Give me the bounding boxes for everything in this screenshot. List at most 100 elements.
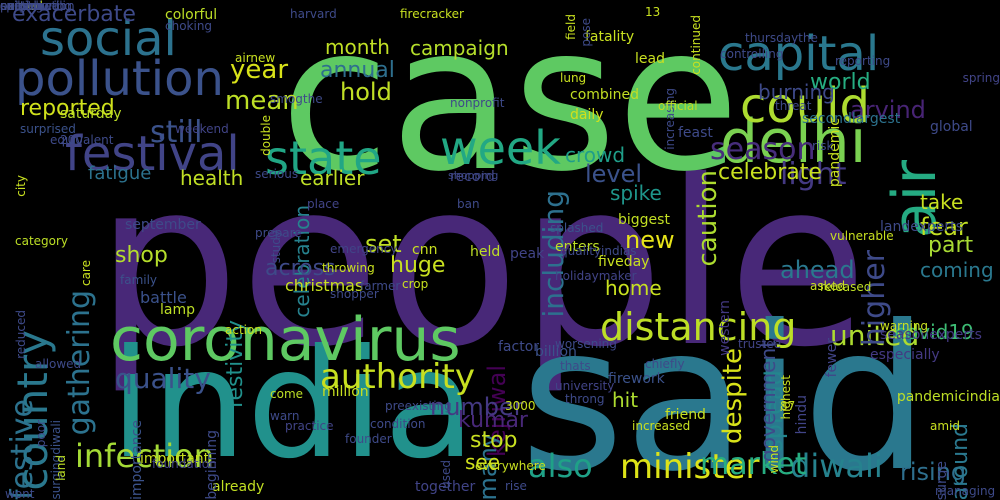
cloud-word: importance bbox=[129, 420, 145, 500]
cloud-word: practice bbox=[285, 419, 334, 433]
cloud-word: factor bbox=[498, 339, 540, 355]
cloud-word: family bbox=[120, 273, 158, 287]
cloud-word: wont bbox=[5, 487, 35, 500]
cloud-word: spring bbox=[962, 71, 1000, 85]
cloud-word: new bbox=[625, 226, 675, 254]
cloud-word: 87 bbox=[780, 399, 796, 413]
cloud-word: coronavirus bbox=[110, 305, 461, 375]
cloud-word: september bbox=[125, 217, 201, 233]
cloud-word: state bbox=[265, 131, 382, 185]
cloud-word: level bbox=[585, 160, 643, 188]
cloud-word: hit bbox=[612, 388, 639, 412]
cloud-word: hindu bbox=[794, 395, 810, 435]
cloud-word: government bbox=[756, 340, 780, 462]
cloud-word: fiveday bbox=[598, 254, 650, 270]
cloud-word: feast bbox=[678, 125, 713, 141]
cloud-word: managing bbox=[935, 484, 996, 498]
cloud-word: 13 bbox=[645, 5, 661, 19]
cloud-word: pollution bbox=[15, 51, 224, 107]
cloud-word: world bbox=[810, 70, 871, 95]
cloud-word: record bbox=[450, 169, 495, 185]
cloud-word: come bbox=[270, 387, 304, 401]
cloud-word: examined bbox=[0, 0, 60, 13]
cloud-word: city bbox=[14, 175, 28, 197]
cloud-word: amid bbox=[930, 419, 960, 433]
cloud-word: poor bbox=[34, 420, 48, 448]
cloud-word: 200 bbox=[60, 133, 83, 147]
cloud-word: light bbox=[780, 157, 847, 192]
cloud-word: week bbox=[440, 121, 561, 175]
cloud-word: delhi bbox=[720, 107, 867, 177]
cloud-word: ban bbox=[457, 197, 480, 211]
cloud-word: pandemicindia bbox=[896, 389, 1000, 405]
cloud-word: friend bbox=[665, 407, 706, 423]
cloud-word: action bbox=[225, 323, 262, 337]
cloud-word: choking bbox=[165, 19, 213, 33]
cloud-word: shop bbox=[115, 243, 168, 268]
cloud-word: festive bbox=[5, 399, 40, 500]
cloud-word: arvind bbox=[850, 96, 926, 124]
cloud-word: biggest bbox=[618, 212, 670, 228]
cloud-word: trustee bbox=[738, 337, 781, 351]
cloud-word: diwali bbox=[790, 447, 883, 485]
cloud-word: held bbox=[470, 244, 501, 260]
cloud-word: increasing bbox=[663, 88, 677, 150]
cloud-word: crowd bbox=[565, 143, 626, 167]
cloud-word: western bbox=[717, 300, 733, 356]
cloud-word: crop bbox=[402, 277, 429, 291]
cloud-word: firecracker bbox=[400, 7, 464, 21]
cloud-word: wind bbox=[767, 445, 781, 474]
cloud-word: rising bbox=[900, 458, 967, 486]
cloud-word: everywhere bbox=[475, 459, 546, 473]
cloud-word: united bbox=[830, 319, 920, 352]
cloud-word: together bbox=[415, 479, 476, 495]
cloud-word: land bbox=[54, 455, 68, 481]
cloud-word: double bbox=[259, 115, 273, 156]
cloud-word: christmas bbox=[285, 276, 364, 295]
cloud-word: reduced bbox=[14, 310, 28, 359]
cloud-word: preexisting bbox=[385, 399, 452, 413]
cloud-word: market bbox=[700, 447, 807, 482]
cloud-word: putting bbox=[0, 0, 44, 13]
cloud-word: social bbox=[40, 11, 177, 67]
cloud-word: mean bbox=[225, 86, 299, 116]
cloud-word: care bbox=[79, 260, 93, 287]
cloud-word: fatality bbox=[585, 29, 635, 45]
cloud-word: combined bbox=[570, 87, 640, 103]
cloud-word: burning bbox=[758, 80, 835, 104]
cloud-word: emergency bbox=[330, 242, 398, 256]
cloud-word: infection bbox=[75, 437, 215, 475]
cloud-word: caused bbox=[0, 0, 43, 13]
cloud-word: distancing bbox=[600, 305, 797, 349]
cloud-word: celebrate bbox=[718, 160, 822, 185]
cloud-word: lamp bbox=[160, 302, 195, 318]
cloud-word: covid19 bbox=[895, 320, 974, 344]
cloud-word: farmer bbox=[360, 279, 401, 293]
cloud-word: set bbox=[365, 230, 402, 258]
cloud-word: threat bbox=[775, 99, 812, 113]
cloud-word: 3000 bbox=[505, 399, 536, 413]
cloud-word: huge bbox=[390, 253, 446, 278]
cloud-word: airnew bbox=[235, 51, 276, 65]
cloud-word: firework bbox=[608, 371, 665, 387]
cloud-word: place bbox=[307, 197, 340, 211]
cloud-word: landexperts bbox=[880, 219, 963, 235]
cloud-word: festival bbox=[65, 126, 240, 182]
cloud-word: daily bbox=[570, 107, 604, 123]
cloud-word: important bbox=[140, 451, 210, 467]
cloud-word: global bbox=[930, 119, 973, 135]
cloud-word: highest bbox=[779, 375, 793, 420]
cloud-word: exacerbate bbox=[12, 2, 136, 27]
cloud-word: billion bbox=[535, 344, 577, 360]
cloud-word: already bbox=[212, 479, 265, 495]
cloud-word: seasonexperts bbox=[880, 327, 982, 343]
cloud-word: throng bbox=[565, 392, 605, 406]
cloud-word: also bbox=[528, 447, 593, 485]
cloud-word: founder bbox=[345, 432, 392, 446]
cloud-word: people bbox=[95, 131, 868, 397]
cloud-word: risk bbox=[812, 139, 834, 153]
cloud-word: earlier bbox=[300, 166, 365, 190]
cloud-word: coming bbox=[920, 258, 994, 282]
cloud-word: cnn bbox=[412, 242, 438, 258]
cloud-word: official bbox=[658, 99, 698, 113]
